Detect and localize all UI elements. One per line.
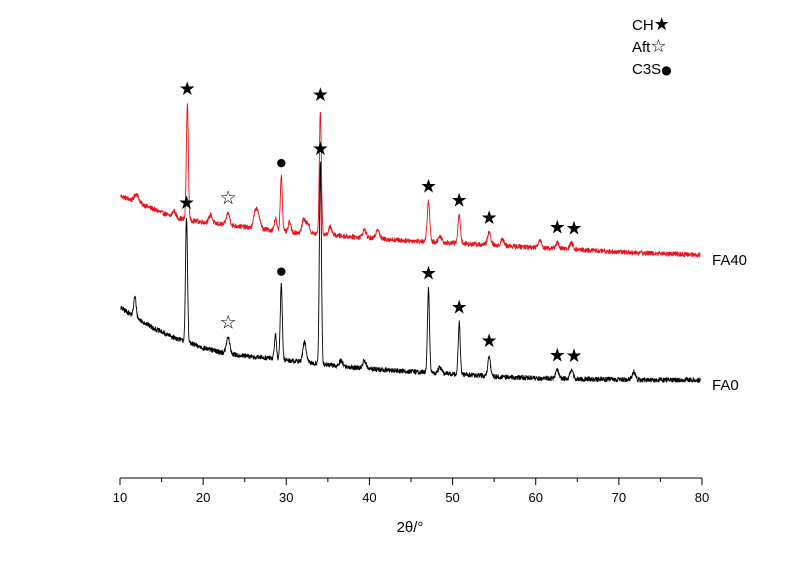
- x-tick-label: 50: [445, 490, 459, 505]
- series-label-fa0: FA0: [712, 377, 739, 394]
- peak-marker: ★: [178, 192, 195, 214]
- peak-marker: ★: [420, 176, 437, 198]
- peak-marker: ●: [276, 156, 286, 169]
- peak-marker: ★: [451, 189, 468, 211]
- legend-symbol: ★: [654, 14, 670, 35]
- x-axis-title: 2θ/°: [397, 519, 424, 536]
- x-axis: 10 20 30 40 50 60 70 80: [113, 477, 709, 505]
- peak-marker: ★: [420, 263, 437, 285]
- legend-label: C3S: [632, 61, 661, 78]
- peak-marker: ★: [451, 296, 468, 318]
- series-label-fa40: FA40: [712, 252, 747, 269]
- x-tick-label: 80: [695, 490, 709, 505]
- peak-marker: ☆: [220, 187, 237, 209]
- peak-marker: ☆: [220, 312, 237, 334]
- peak-marker: ★: [179, 78, 196, 100]
- series-labels: FA40 FA0: [712, 252, 747, 394]
- x-tick-label: 40: [362, 490, 376, 505]
- legend-entry-c3s: C3S●: [632, 61, 672, 78]
- peak-marker: ●: [276, 264, 286, 277]
- legend-entry-ch: CH★: [632, 14, 670, 35]
- series-line-fa0: [120, 161, 701, 383]
- peak-marker: ★: [312, 138, 329, 160]
- x-tick-label: 60: [528, 490, 542, 505]
- legend-symbol: ●: [661, 63, 671, 77]
- legend-symbol: ☆: [650, 36, 666, 57]
- x-tick-label: 70: [612, 490, 626, 505]
- peak-marker: ★: [312, 84, 329, 106]
- series-line-fa40: [120, 103, 701, 258]
- legend: CH★Aft☆C3S●: [632, 14, 672, 78]
- legend-entry-aft: Aft☆: [632, 36, 666, 57]
- peak-marker: ★: [549, 217, 566, 239]
- x-tick-label: 10: [113, 490, 127, 505]
- peak-marker: ★: [565, 345, 582, 367]
- x-tick-label: 30: [279, 490, 293, 505]
- peak-marker: ★: [549, 345, 566, 367]
- legend-label: Aft: [632, 39, 651, 56]
- x-tick-label: 20: [196, 490, 210, 505]
- peak-marker: ★: [565, 217, 582, 239]
- peak-marker: ★: [481, 330, 498, 352]
- peak-marker-layer: ★☆●★★★★ ★ ★★☆●★★★★★ ★: [178, 78, 583, 367]
- peak-marker: ★: [481, 207, 498, 229]
- series-layer: [120, 103, 701, 383]
- legend-label: CH: [632, 17, 654, 34]
